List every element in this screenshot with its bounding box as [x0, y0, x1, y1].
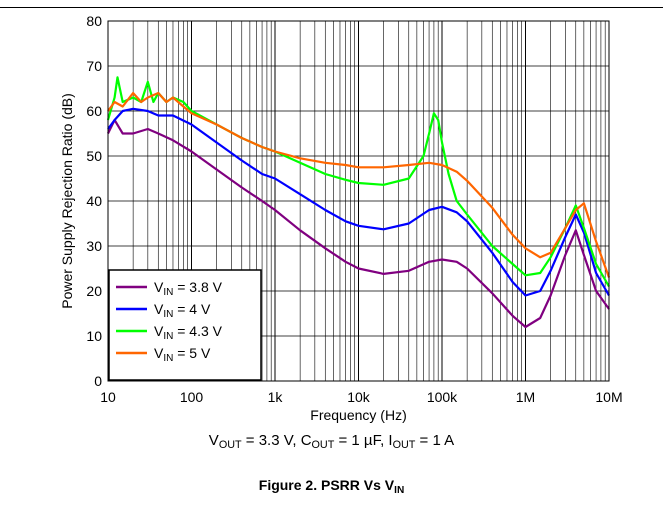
x-tick-label: 10 — [100, 389, 116, 405]
y-tick-label: 0 — [94, 373, 102, 389]
legend-label-3: VIN = 4.3 V — [154, 323, 223, 342]
x-tick-labels: 10 100 1k 10k 100k 1M 10M — [100, 389, 622, 405]
x-tick-label: 10k — [347, 389, 371, 405]
legend-label-2: VIN = 4 V — [154, 301, 211, 320]
test-conditions: VOUT = 3.3 V, COUT = 1 µF, IOUT = 1 A — [208, 432, 455, 452]
y-tick-label: 40 — [86, 193, 102, 209]
y-tick-label: 10 — [86, 328, 102, 344]
plot-area-frame — [107, 20, 610, 382]
legend-label-1: VIN = 3.8 V — [154, 279, 223, 298]
figure-caption: Figure 2. PSRR Vs VIN — [258, 477, 405, 497]
chart-legend: VIN = 3.8 V VIN = 4 V VIN = 4.3 V VIN = 5 V — [108, 269, 262, 381]
legend-label-4: VIN = 5 V — [154, 345, 211, 364]
series-line-2 — [107, 107, 610, 297]
x-tick-label: 10M — [595, 389, 622, 405]
top-rule — [0, 7, 663, 8]
y-tick-label: 80 — [86, 13, 102, 29]
y-axis-label: Power Supply Rejection Ratio (dB) — [59, 93, 75, 309]
chart-series-group — [106, 76, 611, 329]
y-tick-labels: 0 10 20 30 40 50 60 70 80 — [86, 13, 102, 389]
x-tick-label: 1k — [268, 389, 284, 405]
series-line-4 — [107, 91, 611, 278]
x-axis-label: Frequency (Hz) — [310, 407, 406, 423]
y-tick-label: 50 — [86, 148, 102, 164]
y-tick-label: 70 — [86, 58, 102, 74]
x-tick-label: 100k — [427, 389, 458, 405]
x-tick-label: 100 — [180, 389, 204, 405]
x-tick-label: 1M — [516, 389, 535, 405]
y-tick-label: 30 — [86, 238, 102, 254]
y-tick-label: 20 — [86, 283, 102, 299]
legend-box — [108, 269, 262, 381]
y-tick-label: 60 — [86, 103, 102, 119]
series-line-1 — [107, 118, 610, 329]
